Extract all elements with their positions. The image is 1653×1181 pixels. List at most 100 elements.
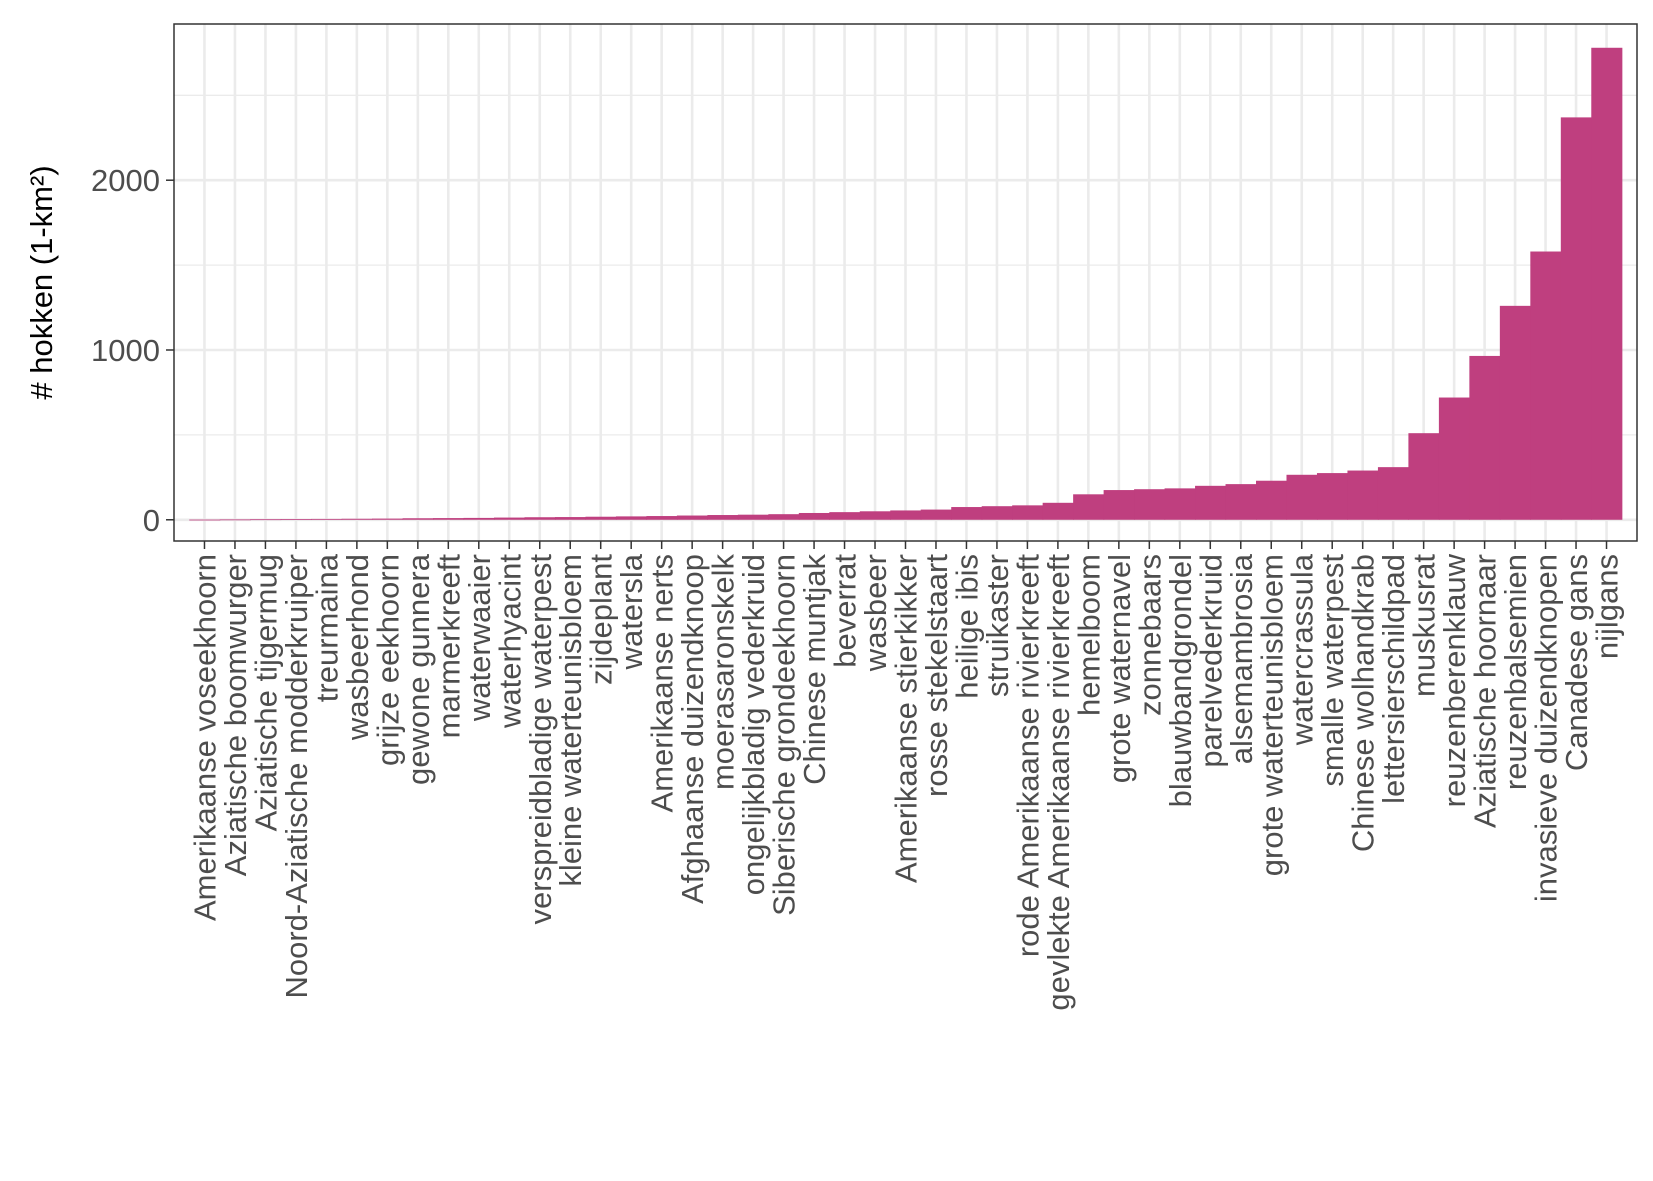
bar (433, 518, 465, 520)
x-tick-label: waterhyacint (492, 554, 527, 729)
x-tick-label: kleine waterteunisbloem (553, 554, 588, 887)
bar (920, 509, 952, 520)
bar (463, 517, 495, 520)
bar (1316, 473, 1349, 520)
x-tick-label: watersla (614, 553, 649, 670)
x-tick-label: treurmaina (309, 553, 344, 702)
bar (768, 514, 800, 520)
x-tick-label: reuzenberenklauw (1437, 553, 1472, 807)
bar (981, 506, 1013, 520)
y-tick-label: 0 (143, 503, 160, 538)
bar (1012, 505, 1044, 520)
x-tick-label: grote waternavel (1102, 554, 1137, 783)
x-tick-label: Noord-Aziatische modderkruiper (279, 554, 314, 999)
bar (829, 512, 861, 520)
x-tick-label: wasbeer (858, 554, 893, 672)
x-tick-label: beverrat (828, 554, 863, 668)
bar (524, 517, 556, 520)
bar (1103, 490, 1135, 520)
x-tick-label: struikaster (980, 554, 1015, 697)
x-tick-label: reuzenbalsemien (1498, 554, 1533, 790)
bar (1256, 480, 1288, 520)
x-tick-label: Aziatische hoornaar (1468, 554, 1503, 828)
x-tick-label: nijlgans (1590, 554, 1625, 659)
bar (1499, 305, 1531, 520)
x-tick-label: parelvederkruid (1193, 554, 1228, 768)
x-tick-label: gevlekte Amerikaanse rivierkreeft (1041, 554, 1076, 1011)
x-tick-label: Afghaanse duizendknoop (675, 554, 710, 904)
x-tick-label: heilige ibis (949, 554, 984, 699)
bar (372, 518, 404, 520)
y-axis-title: # hokken (1-km²) (24, 165, 59, 399)
bar (1469, 355, 1501, 520)
bar (1286, 474, 1318, 520)
bar (189, 519, 221, 521)
bar (1560, 117, 1592, 520)
bar (646, 516, 678, 520)
bar (341, 518, 373, 520)
x-tick-label: rosse stekelstaart (919, 554, 954, 797)
x-tick-label: gewone gunnera (401, 553, 436, 785)
bar (494, 517, 526, 520)
x-tick-label: lettersierschildpad (1376, 554, 1411, 804)
x-tick-label: zonnebaars (1132, 554, 1167, 716)
x-tick-label: moerasaronskelk (706, 554, 741, 791)
x-tick-label: Amerikaanse voseekhoorn (187, 554, 222, 921)
bars (189, 47, 1623, 521)
bar (707, 515, 739, 520)
y-tick-label: 2000 (91, 163, 160, 198)
x-tick-label: Aziatische tijgermug (248, 554, 283, 831)
bar (1195, 485, 1227, 520)
x-tick-label: hemelboom (1071, 554, 1106, 716)
x-tick-label: muskusrat (1407, 554, 1442, 697)
x-tick-label: Chinese wolhandkrab (1346, 554, 1381, 852)
x-tick-label: ongelijkbladig vederkruid (736, 554, 771, 895)
x-tick-label: waterwaaier (462, 554, 497, 722)
bar (585, 516, 617, 520)
x-tick-label: wasbeerhond (340, 554, 375, 741)
y-axis-ticks: 0 1000 2000 (91, 163, 174, 538)
bar (1042, 502, 1074, 520)
bar (1225, 484, 1257, 520)
bar (1591, 47, 1623, 520)
bar (1377, 467, 1410, 520)
bar (219, 519, 251, 521)
x-tick-label: Aziatische boomwurger (218, 554, 253, 876)
x-tick-label: grijze eekhoorn (370, 554, 405, 766)
x-tick-label: Canadese gans (1559, 554, 1594, 771)
x-tick-label: zijdeplant (584, 554, 619, 685)
bar (402, 518, 434, 520)
x-tick-label: smalle waterpest (1315, 554, 1350, 787)
bar (1164, 488, 1196, 520)
bar (798, 512, 830, 520)
x-tick-label: verspreidbladige waterpest (523, 554, 558, 925)
x-tick-label: Siberische grondeekhoorn (767, 554, 802, 916)
bar (1438, 397, 1470, 520)
x-tick-label: watercrassula (1285, 553, 1320, 746)
bar (1347, 470, 1379, 520)
x-tick-label: alsemambrosia (1224, 553, 1259, 764)
bar (280, 519, 312, 520)
x-tick-label: marmerkreeft (431, 554, 466, 739)
x-tick-label: Amerikaanse stierkikker (889, 554, 924, 883)
bar (250, 519, 282, 521)
bar (1530, 251, 1562, 520)
bar (1408, 433, 1440, 520)
x-tick-label: Chinese muntjak (797, 554, 832, 785)
x-tick-label: blauwbandgrondel (1163, 554, 1198, 807)
bar (737, 514, 769, 520)
bar (311, 518, 343, 520)
bar (859, 511, 891, 520)
bar (1073, 494, 1105, 520)
grid-lines (174, 24, 1637, 541)
bar (554, 517, 587, 520)
y-tick-label: 1000 (91, 333, 160, 368)
bar (1134, 489, 1166, 520)
bar (951, 507, 983, 520)
bar (676, 515, 708, 520)
x-tick-label: rode Amerikaanse rivierkreeft (1010, 554, 1045, 958)
bar (615, 516, 648, 520)
x-tick-label: invasieve duizendknopen (1529, 554, 1564, 902)
